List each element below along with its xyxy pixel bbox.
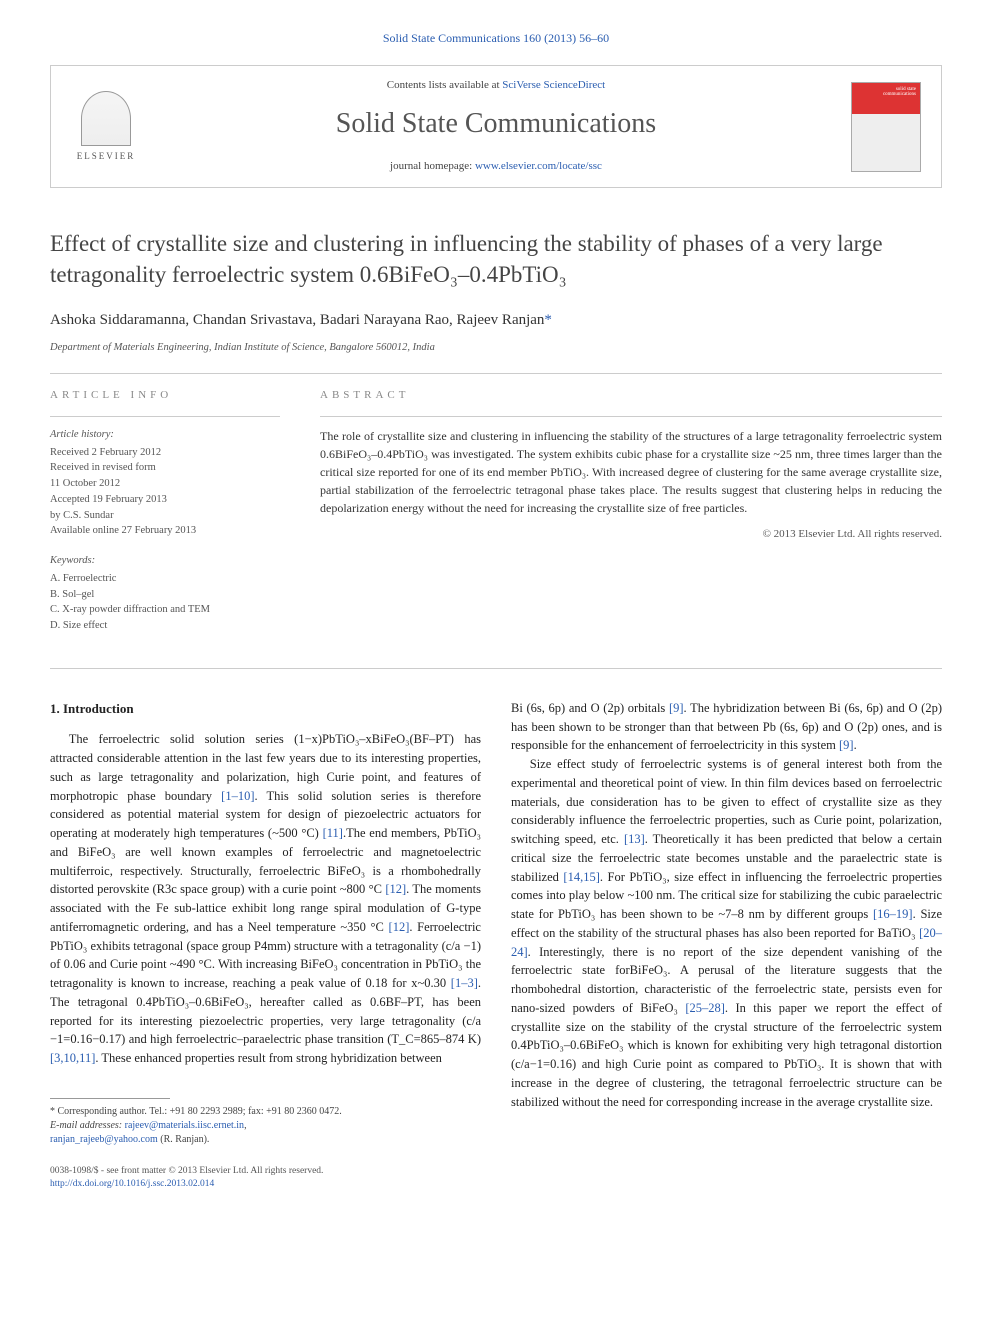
keywords-block: Keywords: A. Ferroelectric B. Sol–gel C.… [50, 553, 280, 634]
email-line-2: ranjan_rajeeb@yahoo.com (R. Ranjan). [50, 1133, 481, 1147]
history-online: Available online 27 February 2013 [50, 523, 280, 539]
abstract-divider [320, 416, 942, 417]
history-revised-date: 11 October 2012 [50, 476, 280, 492]
article-info-column: ARTICLE INFO Article history: Received 2… [50, 388, 280, 648]
homepage-link[interactable]: www.elsevier.com/locate/ssc [475, 160, 602, 172]
history-accepted: Accepted 19 February 2013 [50, 492, 280, 508]
corresponding-author-note: * Corresponding author. Tel.: +91 80 229… [50, 1105, 481, 1119]
ref-9a[interactable]: [9] [669, 701, 684, 715]
ref-3-10-11[interactable]: [3,10,11] [50, 1051, 95, 1065]
ref-9b[interactable]: [9] [839, 738, 854, 752]
homepage-line: journal homepage: www.elsevier.com/locat… [141, 159, 851, 175]
history-revised-label: Received in revised form [50, 460, 280, 476]
article-info-label: ARTICLE INFO [50, 388, 280, 404]
email-2[interactable]: ranjan_rajeeb@yahoo.com [50, 1134, 158, 1145]
col2-para-1: Bi (6s, 6p) and O (2p) orbitals [9]. The… [511, 699, 942, 755]
history-heading: Article history: [50, 427, 280, 443]
info-divider [50, 416, 280, 417]
left-column: 1. Introduction The ferroelectric solid … [50, 699, 481, 1192]
intro-para-1: The ferroelectric solid solution series … [50, 730, 481, 1068]
history-received: Received 2 February 2012 [50, 445, 280, 461]
ref-14-15[interactable]: [14,15] [563, 870, 599, 884]
journal-citation[interactable]: Solid State Communications 160 (2013) 56… [50, 30, 942, 47]
article-title: Effect of crystallite size and clusterin… [50, 228, 942, 290]
email-line: E-mail addresses: rajeev@materials.iisc.… [50, 1119, 481, 1133]
keyword-b: B. Sol–gel [50, 587, 280, 603]
divider-bottom [50, 668, 942, 669]
divider-top [50, 373, 942, 374]
journal-cover-thumb [851, 82, 921, 172]
footnote-separator [50, 1098, 170, 1099]
abstract-column: ABSTRACT The role of crystallite size an… [320, 388, 942, 648]
elsevier-label: ELSEVIER [77, 150, 136, 163]
ref-1-10[interactable]: [1–10] [221, 789, 254, 803]
ref-12a[interactable]: [12] [385, 882, 406, 896]
intro-heading: 1. Introduction [50, 699, 481, 719]
affiliation: Department of Materials Engineering, Ind… [50, 340, 942, 355]
email-label: E-mail addresses: [50, 1120, 125, 1131]
journal-name: Solid State Communications [141, 104, 851, 145]
footnotes: * Corresponding author. Tel.: +91 80 229… [50, 1105, 481, 1147]
contents-available: Contents lists available at SciVerse Sci… [141, 78, 851, 94]
body-columns: 1. Introduction The ferroelectric solid … [50, 699, 942, 1192]
journal-header: ELSEVIER Contents lists available at Sci… [50, 65, 942, 187]
text-span: . [854, 738, 857, 752]
text-span: . These enhanced properties result from … [95, 1051, 442, 1065]
keywords-heading: Keywords: [50, 553, 280, 569]
col2-para-2: Size effect study of ferroelectric syste… [511, 755, 942, 1111]
ref-12b[interactable]: [12] [389, 920, 410, 934]
info-abstract-row: ARTICLE INFO Article history: Received 2… [50, 388, 942, 648]
email-tail: (R. Ranjan). [158, 1134, 210, 1145]
ref-11[interactable]: [11] [323, 826, 343, 840]
ref-13[interactable]: [13] [624, 832, 645, 846]
authors-list: Ashoka Siddaramanna, Chandan Srivastava,… [50, 310, 942, 332]
ref-25-28[interactable]: [25–28] [685, 1001, 725, 1015]
copyright-line: © 2013 Elsevier Ltd. All rights reserved… [320, 527, 942, 543]
history-editor: by C.S. Sundar [50, 508, 280, 524]
page-footer: 0038-1098/$ - see front matter © 2013 El… [50, 1165, 481, 1192]
ref-16-19[interactable]: [16–19] [873, 907, 913, 921]
author-names: Ashoka Siddaramanna, Chandan Srivastava,… [50, 312, 544, 328]
elsevier-logo: ELSEVIER [71, 87, 141, 167]
corresponding-mark: * [544, 312, 552, 328]
article-history: Article history: Received 2 February 201… [50, 427, 280, 539]
homepage-prefix: journal homepage: [390, 160, 475, 172]
keyword-c: C. X-ray powder diffraction and TEM [50, 602, 280, 618]
elsevier-tree-icon [81, 91, 131, 146]
text-span: . In this paper we report the effect of … [511, 1001, 942, 1109]
abstract-text: The role of crystallite size and cluster… [320, 427, 942, 517]
abstract-label: ABSTRACT [320, 388, 942, 404]
right-column: Bi (6s, 6p) and O (2p) orbitals [9]. The… [511, 699, 942, 1192]
contents-prefix: Contents lists available at [387, 79, 502, 91]
sciencedirect-link[interactable]: SciVerse ScienceDirect [502, 79, 605, 91]
footer-copyright: 0038-1098/$ - see front matter © 2013 El… [50, 1165, 481, 1178]
email-1[interactable]: rajeev@materials.iisc.ernet.in [125, 1120, 244, 1131]
text-span: Bi (6s, 6p) and O (2p) orbitals [511, 701, 669, 715]
header-center: Contents lists available at SciVerse Sci… [141, 78, 851, 174]
keyword-d: D. Size effect [50, 618, 280, 634]
email-sep: , [244, 1120, 247, 1131]
keyword-a: A. Ferroelectric [50, 571, 280, 587]
ref-1-3[interactable]: [1–3] [451, 976, 478, 990]
doi-link[interactable]: http://dx.doi.org/10.1016/j.ssc.2013.02.… [50, 1179, 214, 1189]
